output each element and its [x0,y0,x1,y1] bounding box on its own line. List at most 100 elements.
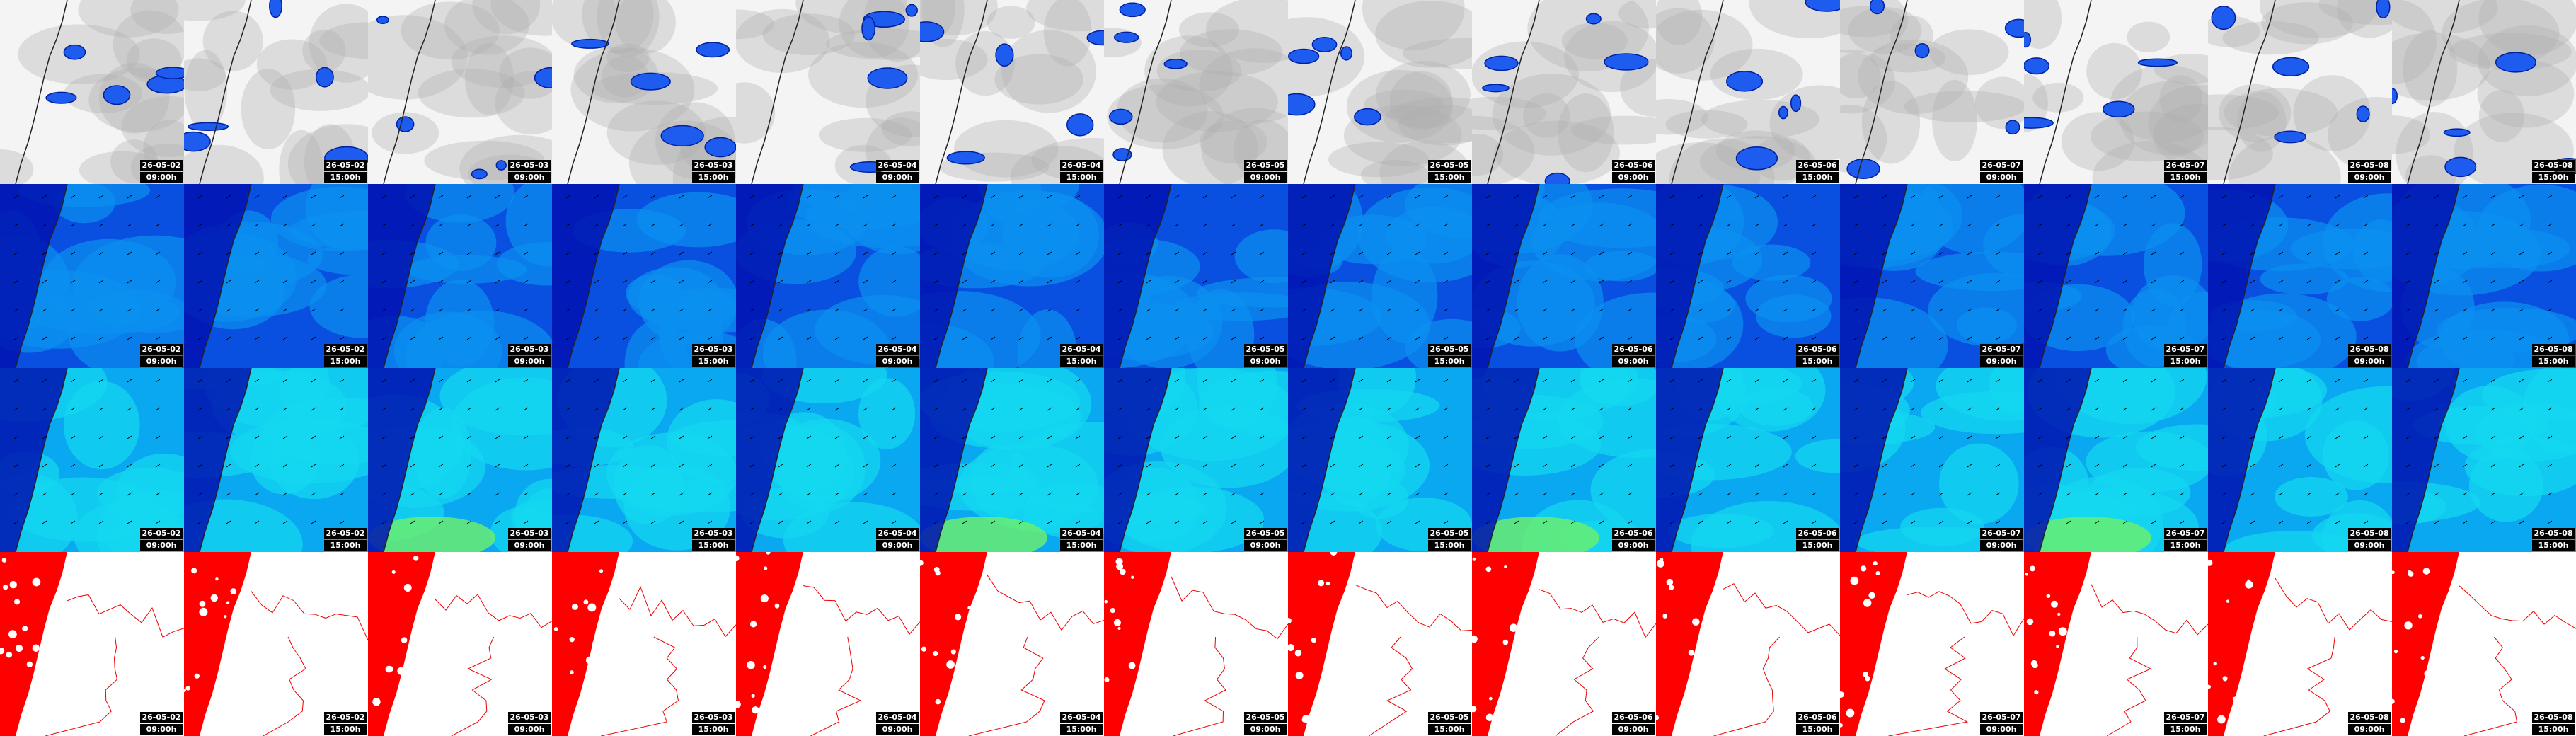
label-box [692,356,735,367]
wind-arrow [2122,336,2128,340]
wind-arrow [1938,280,1944,284]
date-label: 26-05-07 [1982,345,2020,354]
wind-arrow [311,407,316,411]
wind-arrow [438,336,444,340]
wind-arrow [1202,435,1208,439]
coastline [1119,184,1172,368]
wind-arrow [1386,308,1392,312]
date-label: 26-05-03 [510,161,548,170]
label-box [324,528,367,539]
label-box [1796,712,1839,723]
time-label: 09:00h [1250,357,1281,366]
wind-arrow [197,195,203,199]
wind-arrow [1301,379,1307,383]
wind-arrow [2405,280,2411,284]
wind-arrow [863,195,868,199]
wind-arrow [1669,223,1675,227]
label-box [140,356,183,367]
isoline-gap [2058,627,2067,636]
wind-arrow [2066,492,2071,496]
wind-arrow [1330,407,1335,411]
precip [660,125,704,147]
wind-arrow [1754,308,1760,312]
wind-arrow [2547,435,2553,439]
wind-arrow [1669,336,1675,340]
cloud [2086,42,2142,100]
wind-arrow [806,435,812,439]
wind-arrow [1514,336,1519,340]
isoline-gap [32,577,41,587]
wind-arrow [2306,492,2312,496]
wind-arrow [1698,280,1703,284]
wind-arrow [1570,336,1576,340]
wind-arrow [863,520,868,524]
isoline-gap [553,627,558,631]
wind-arrow [1599,280,1604,284]
wind-arrow [749,308,755,312]
wind-arrow [1726,336,1732,340]
wind-arrow [962,435,967,439]
wind-arrow [806,464,812,468]
wind-arrow [749,520,755,524]
wind-arrow [1599,223,1604,227]
wind-arrow [962,308,967,312]
isoline-gap [1698,698,1703,703]
wind-arrow [2066,407,2071,411]
wind-arrow [962,520,967,524]
land [368,368,435,552]
field [2439,228,2570,269]
background [920,0,1104,184]
wind-arrow [1882,336,1887,340]
wind-arrow [2066,280,2071,284]
wind-arrow [1627,308,1633,312]
wind-arrow [1075,195,1081,199]
wind-arrow [42,520,47,524]
cloud [309,4,368,83]
isoline-gap [409,660,417,667]
wind-arrow [1627,520,1633,524]
wind-arrow [1669,407,1675,411]
isoline-gap [1659,558,1664,562]
date-label: 26-05-06 [1614,161,1652,170]
wind-arrow [2363,223,2369,227]
map [2208,184,2392,368]
wind-arrow [778,379,783,383]
wind-arrow [197,407,203,411]
isoline-gap [585,656,594,665]
land [2208,184,2275,368]
isoline-gap [1840,691,1844,698]
field [250,425,319,495]
field [2135,424,2208,471]
land [1288,184,1355,368]
wind-arrow [1967,223,1972,227]
wind-arrow [2405,336,2411,340]
label-box [140,712,183,723]
wind-arrow [339,280,345,284]
wind-arrow [495,520,500,524]
wind-arrow [1698,520,1703,524]
isoline-gap [1840,723,1843,728]
wind-arrow [2278,435,2284,439]
wind-arrow [933,492,939,496]
wind-arrow [155,379,161,383]
map [2392,368,2576,552]
time-label: 15:00h [2170,541,2201,550]
wind-arrow [707,492,713,496]
isoline [1907,591,2024,637]
map [1472,552,1656,736]
wind-arrow [2363,280,2369,284]
isoline-gap [2222,676,2228,682]
wind-arrow [1231,223,1236,227]
wind-arrow [2490,407,2496,411]
wind-arrow [891,195,897,199]
isolines [1288,552,1355,736]
wind-arrow [1358,308,1364,312]
wind-arrow [1514,223,1519,227]
label-box [1428,724,1471,735]
wind-arrow [1514,407,1519,411]
